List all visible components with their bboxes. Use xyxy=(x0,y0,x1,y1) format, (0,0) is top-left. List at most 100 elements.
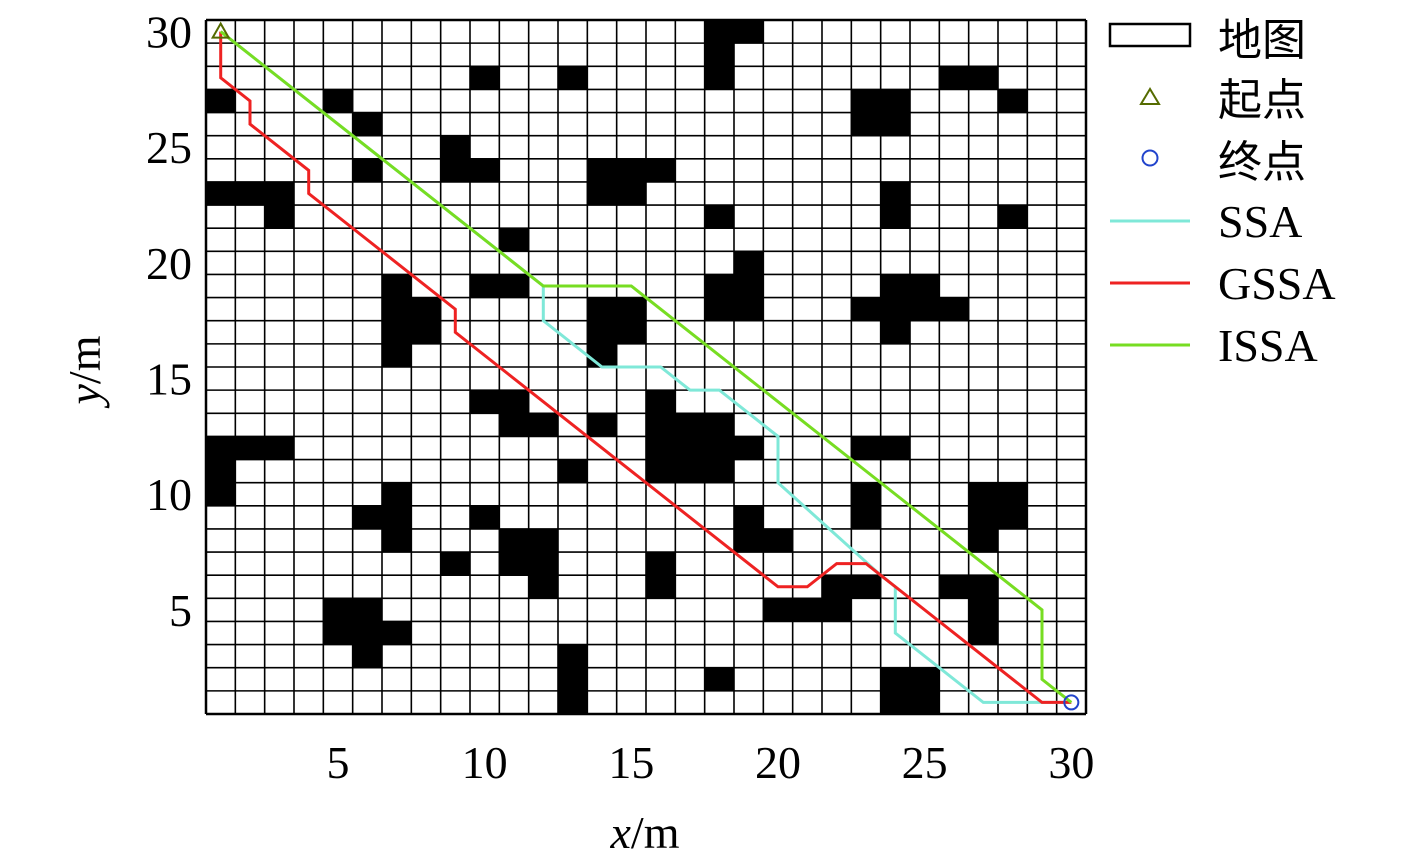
obstacle-cell xyxy=(587,320,617,344)
obstacle-cell xyxy=(411,320,441,344)
obstacle-cell xyxy=(470,390,500,414)
obstacle-cell xyxy=(264,436,294,460)
obstacle-cell xyxy=(880,112,910,136)
obstacle-cell xyxy=(646,413,676,437)
obstacle-cell xyxy=(880,297,910,321)
obstacle-cell xyxy=(851,436,881,460)
obstacle-cell xyxy=(499,552,529,576)
obstacle-cell xyxy=(382,320,412,344)
obstacle-cell xyxy=(939,575,969,599)
obstacle-cell xyxy=(734,297,764,321)
obstacle-cell xyxy=(675,413,705,437)
obstacle-cell xyxy=(939,66,969,90)
obstacle-cell xyxy=(704,297,734,321)
obstacle-cell xyxy=(411,297,441,321)
obstacle-cell xyxy=(851,89,881,113)
obstacle-cell xyxy=(587,181,617,206)
obstacle-cell xyxy=(382,528,412,553)
y-tick-label: 10 xyxy=(146,469,192,520)
obstacle-cell xyxy=(704,66,734,90)
legend: 地图 起点 终点 SSA GSSA ISSA xyxy=(1108,15,1336,371)
obstacle-cell xyxy=(704,436,734,460)
obstacle-cell xyxy=(704,205,734,229)
obstacle-cell xyxy=(704,43,734,67)
obstacle-cell xyxy=(734,251,764,275)
x-axis-var: x xyxy=(610,807,632,858)
obstacle-cell xyxy=(646,459,676,483)
obstacle-cell xyxy=(382,621,412,645)
obstacle-cell xyxy=(851,297,881,321)
obstacle-cell xyxy=(528,552,558,576)
obstacle-cell xyxy=(352,112,382,136)
legend-start-label: 起点 xyxy=(1218,75,1306,126)
path-issa xyxy=(219,30,1073,704)
obstacle-cell xyxy=(968,66,998,90)
obstacle-cell xyxy=(880,181,910,206)
obstacle-cell xyxy=(264,205,294,229)
obstacle-cell xyxy=(646,436,676,460)
path-gssa xyxy=(219,31,1072,704)
obstacle-cell xyxy=(646,390,676,414)
obstacle-cell xyxy=(352,505,382,529)
obstacle-cell xyxy=(880,205,910,229)
obstacle-cell xyxy=(499,228,529,252)
obstacle-cell xyxy=(646,158,676,182)
obstacle-cell xyxy=(734,528,764,553)
obstacle-cell xyxy=(528,528,558,553)
obstacle-cell xyxy=(998,205,1028,229)
legend-map-label: 地图 xyxy=(1218,15,1306,66)
y-axis-unit: /m xyxy=(59,335,110,384)
y-tick-label: 5 xyxy=(169,585,192,636)
obstacle-cell xyxy=(206,482,236,506)
path-ssa xyxy=(219,30,1072,704)
obstacle-cell xyxy=(998,482,1028,506)
obstacle-cell xyxy=(763,528,793,553)
obstacle-cell xyxy=(704,459,734,483)
obstacle-cell xyxy=(704,413,734,437)
legend-goal-label: 终点 xyxy=(1218,137,1306,188)
x-tick-label: 20 xyxy=(755,737,801,788)
x-tick-label: 25 xyxy=(902,737,948,788)
obstacle-cell xyxy=(880,667,910,691)
obstacle-cell xyxy=(323,621,353,645)
obstacle-cell xyxy=(616,320,646,344)
obstacle-cell xyxy=(880,320,910,344)
legend-ssa-label: SSA xyxy=(1218,196,1302,247)
obstacle-cell xyxy=(323,89,353,113)
obstacle-cell xyxy=(382,274,412,298)
obstacle-cell xyxy=(822,598,852,622)
obstacle-cell xyxy=(616,181,646,206)
obstacle-cell xyxy=(352,598,382,622)
obstacle-cell xyxy=(880,690,910,714)
obstacle-cell xyxy=(382,482,412,506)
obstacle-cell xyxy=(470,505,500,529)
obstacle-cell xyxy=(851,482,881,506)
obstacle-cell xyxy=(587,158,617,182)
obstacle-cell xyxy=(499,528,529,553)
obstacle-cell xyxy=(558,459,588,483)
markers xyxy=(210,21,1080,711)
x-axis-label: x/m xyxy=(610,807,680,858)
obstacle-cell xyxy=(792,598,822,622)
obstacle-cell xyxy=(470,158,500,182)
goal-marker xyxy=(1063,694,1080,711)
obstacle-cell xyxy=(440,552,470,576)
obstacle-cell xyxy=(880,436,910,460)
obstacle-cell xyxy=(558,690,588,714)
obstacle-cell xyxy=(880,274,910,298)
y-tick-label: 20 xyxy=(146,238,192,289)
obstacle-cell xyxy=(910,667,940,691)
obstacle-cell xyxy=(968,505,998,529)
obstacle-cell xyxy=(558,66,588,90)
obstacle-cell xyxy=(910,274,940,298)
paths xyxy=(219,30,1073,704)
obstacle-cell xyxy=(998,505,1028,529)
obstacle-cell xyxy=(235,181,265,206)
obstacle-cell xyxy=(206,89,236,113)
obstacle-cell xyxy=(499,274,529,298)
obstacle-cell xyxy=(704,667,734,691)
obstacle-cell xyxy=(440,158,470,182)
y-tick-label: 30 xyxy=(146,7,192,58)
obstacle-cell xyxy=(734,20,764,44)
